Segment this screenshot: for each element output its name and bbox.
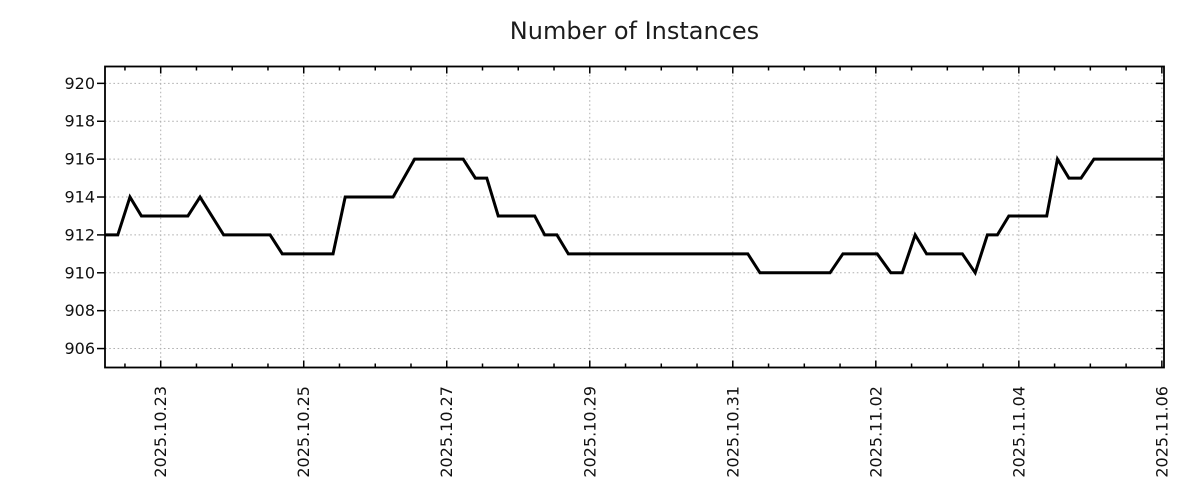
x-tick-label: 2025.11.06 [1152, 386, 1171, 478]
y-tick-label: 910 [64, 263, 95, 282]
grid-lines [105, 66, 1164, 368]
y-tick-label: 920 [64, 74, 95, 93]
y-tick-label: 916 [64, 150, 95, 169]
x-tick-label: 2025.10.27 [437, 386, 456, 478]
y-tick-label: 908 [64, 301, 95, 320]
y-tick-label: 918 [64, 112, 95, 131]
y-tick-label: 906 [64, 339, 95, 358]
series-instances [105, 154, 1164, 277]
x-tick-label: 2025.11.04 [1009, 386, 1028, 478]
series-layer [105, 154, 1164, 277]
y-axis-tick-labels: 920 918 916 914 912 910 908 906 [64, 74, 95, 358]
plot-frame [104, 65, 1165, 369]
x-tick-label: 2025.10.23 [151, 386, 170, 478]
x-axis-tick-labels: 2025.10.23 2025.10.25 2025.10.27 2025.10.29… [151, 386, 1171, 478]
x-tick-label: 2025.10.29 [580, 386, 599, 478]
x-tick-label: 2025.10.31 [723, 386, 742, 478]
x-tick-label: 2025.10.25 [294, 386, 313, 478]
axis-ticks [97, 66, 1164, 368]
chart-title: Number of Instances [510, 17, 759, 45]
x-tick-label: 2025.11.02 [866, 386, 885, 478]
y-tick-label: 914 [64, 188, 95, 207]
y-tick-label: 912 [64, 225, 95, 244]
